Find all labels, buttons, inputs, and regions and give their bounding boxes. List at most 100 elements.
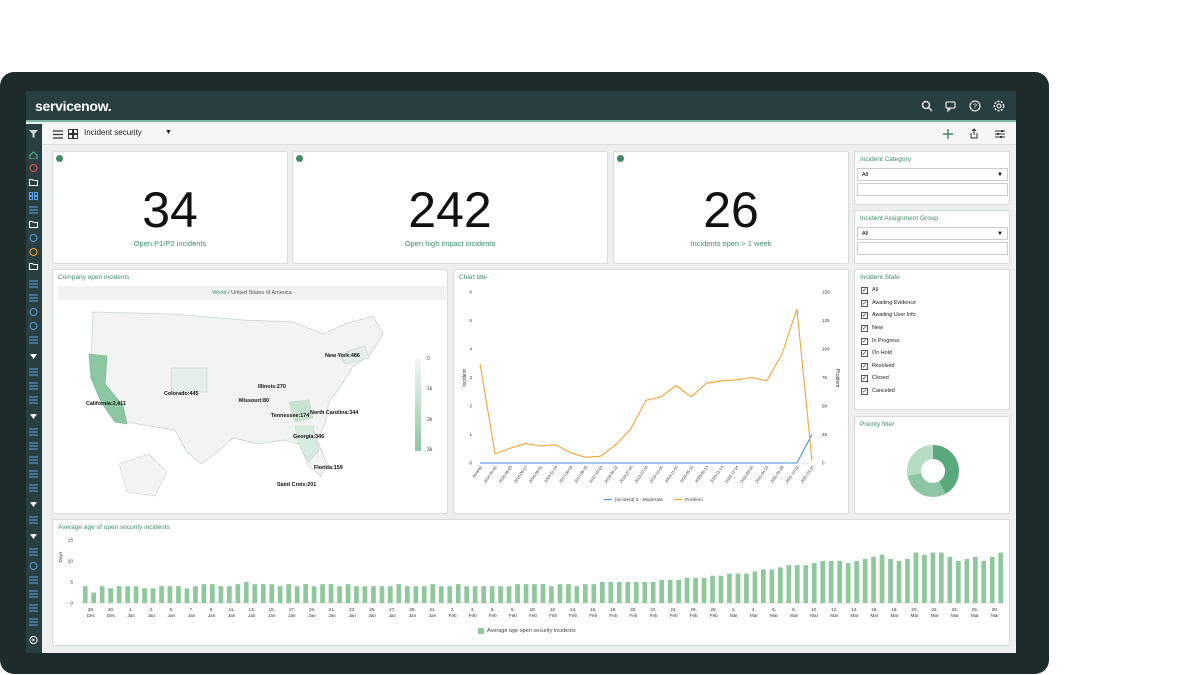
folder-icon[interactable] xyxy=(29,178,38,186)
kpi-card-high-impact[interactable]: 242 Open high impact incidents xyxy=(292,151,608,264)
folder-icon[interactable] xyxy=(29,262,38,270)
menu-icon[interactable] xyxy=(53,130,63,139)
state-checkbox-resolved[interactable]: ✓ Resolved xyxy=(861,361,894,371)
list-icon[interactable] xyxy=(29,336,38,344)
usa-map[interactable] xyxy=(83,304,395,504)
x-tick-label: 2020-09-13 xyxy=(694,465,710,484)
state-checkbox-awaiting-user-info[interactable]: ✓ Awaiting User Info xyxy=(861,310,916,320)
breadcrumb-world[interactable]: World xyxy=(212,290,227,296)
clock-icon[interactable] xyxy=(29,234,38,242)
alert-icon[interactable] xyxy=(29,164,38,172)
bar-chart[interactable]: Days 15 10 5 0 28. Dec 30. Dec 1. Jan 3. Jan 5. Jan 7. J… xyxy=(53,520,1011,647)
settings-sliders-icon[interactable] xyxy=(995,129,1005,139)
list-icon[interactable] xyxy=(29,280,38,288)
x-tick-label: 28. Mar xyxy=(991,607,999,618)
checkbox[interactable]: ✓ xyxy=(861,286,868,294)
y-right-axis-label: Problem xyxy=(834,369,840,388)
list-icon[interactable] xyxy=(29,590,38,598)
search-icon[interactable] xyxy=(920,99,934,113)
kpi-card-p1p2[interactable]: 34 Open P1/P2 incidents xyxy=(52,151,288,264)
filter-icon[interactable] xyxy=(29,130,38,138)
x-tick-label: 2017-06-04 xyxy=(558,464,574,484)
list-icon[interactable] xyxy=(29,470,38,478)
clock-icon[interactable] xyxy=(29,562,38,570)
state-alaska[interactable] xyxy=(118,453,168,497)
priority-donut[interactable] xyxy=(905,443,961,499)
home-icon[interactable] xyxy=(29,151,38,159)
state-colorado[interactable] xyxy=(170,367,208,393)
chevron-down-icon[interactable] xyxy=(29,500,38,508)
bar xyxy=(320,584,325,603)
list-icon[interactable] xyxy=(29,206,38,214)
gear-icon[interactable] xyxy=(992,99,1006,113)
checkbox[interactable]: ✓ xyxy=(861,374,868,382)
state-california[interactable] xyxy=(88,353,128,425)
donut-segment[interactable] xyxy=(907,445,959,497)
bar xyxy=(557,584,563,603)
state-florida[interactable] xyxy=(294,425,320,463)
state-checkbox-all[interactable]: ✓ All xyxy=(861,285,878,295)
state-checkbox-canceled[interactable]: ✓ Canceled xyxy=(861,386,895,396)
checkbox[interactable]: ✓ xyxy=(861,299,868,307)
assignment-search-input[interactable] xyxy=(857,242,1008,255)
chevron-down-icon[interactable] xyxy=(29,532,38,540)
list-icon[interactable] xyxy=(29,396,38,404)
list-icon[interactable] xyxy=(29,484,38,492)
assignment-select[interactable]: All ▼ xyxy=(857,227,1008,240)
play-icon[interactable] xyxy=(29,636,38,644)
bar xyxy=(896,561,902,603)
map-label-new-york: New York:486 xyxy=(325,353,360,359)
list-icon[interactable] xyxy=(29,604,38,612)
state-checkbox-new[interactable]: ✓ New xyxy=(861,323,883,333)
chevron-down-icon[interactable] xyxy=(29,412,38,420)
list-icon[interactable] xyxy=(29,428,38,436)
chevron-down-icon[interactable] xyxy=(29,352,38,360)
help-icon[interactable]: ? xyxy=(968,99,982,113)
x-tick-label: 8. Mar xyxy=(790,607,798,618)
list-icon[interactable] xyxy=(29,294,38,302)
checkbox[interactable]: ✓ xyxy=(861,349,868,357)
add-icon[interactable] xyxy=(943,129,953,139)
list-icon[interactable] xyxy=(29,618,38,626)
state-checkbox-awaiting-evidence[interactable]: ✓ Awaiting Evidence xyxy=(861,298,916,308)
dashboard-title[interactable]: Incident security xyxy=(84,128,142,137)
grid-icon[interactable] xyxy=(68,129,78,139)
state-checkbox-in-progress[interactable]: ✓ In Progress xyxy=(861,336,900,346)
clock-icon[interactable] xyxy=(29,308,38,316)
breadcrumb-usa[interactable]: United States of America xyxy=(231,290,292,296)
usa-land[interactable] xyxy=(90,311,384,477)
grid-icon[interactable] xyxy=(29,192,38,200)
checkbox[interactable]: ✓ xyxy=(861,362,868,370)
kpi-card-open-week[interactable]: 26 Incidents open > 1 week xyxy=(613,151,849,264)
checkbox[interactable]: ✓ xyxy=(861,324,868,332)
bar xyxy=(574,586,580,603)
state-georgia[interactable] xyxy=(288,399,314,423)
line-chart[interactable]: 6 5 4 3 2 1 0 150 125 100 75 50 25 0 Incident Problem (e… xyxy=(454,270,850,515)
list-icon[interactable] xyxy=(29,548,38,556)
folder-icon[interactable] xyxy=(29,220,38,228)
x-tick-label: 9. Jan xyxy=(208,607,216,618)
state-checkbox-closed[interactable]: ✓ Closed xyxy=(861,373,889,383)
bar xyxy=(243,582,249,603)
x-tick-label: 2. Mar xyxy=(730,607,738,618)
list-icon[interactable] xyxy=(29,442,38,450)
list-icon[interactable] xyxy=(29,576,38,584)
warning-icon[interactable] xyxy=(29,248,38,256)
chat-icon[interactable] xyxy=(944,99,958,113)
donut-segment[interactable] xyxy=(907,445,959,497)
checkbox[interactable]: ✓ xyxy=(861,337,868,345)
info-icon[interactable] xyxy=(29,322,38,330)
state-new-york[interactable] xyxy=(338,345,370,365)
checkbox[interactable]: ✓ xyxy=(861,311,868,319)
x-tick-label: 2021-05-08 xyxy=(769,465,785,484)
checkbox[interactable]: ✓ xyxy=(861,387,868,395)
list-icon[interactable] xyxy=(29,382,38,390)
dashboard-dropdown-caret[interactable]: ▼ xyxy=(165,129,172,136)
share-icon[interactable] xyxy=(969,128,979,139)
list-icon[interactable] xyxy=(29,456,38,464)
list-icon[interactable] xyxy=(29,368,38,376)
category-select[interactable]: All ▼ xyxy=(857,168,1008,181)
list-icon[interactable] xyxy=(29,516,38,524)
state-checkbox-on-hold[interactable]: ✓ On Hold xyxy=(861,348,892,358)
category-search-input[interactable] xyxy=(857,183,1008,196)
